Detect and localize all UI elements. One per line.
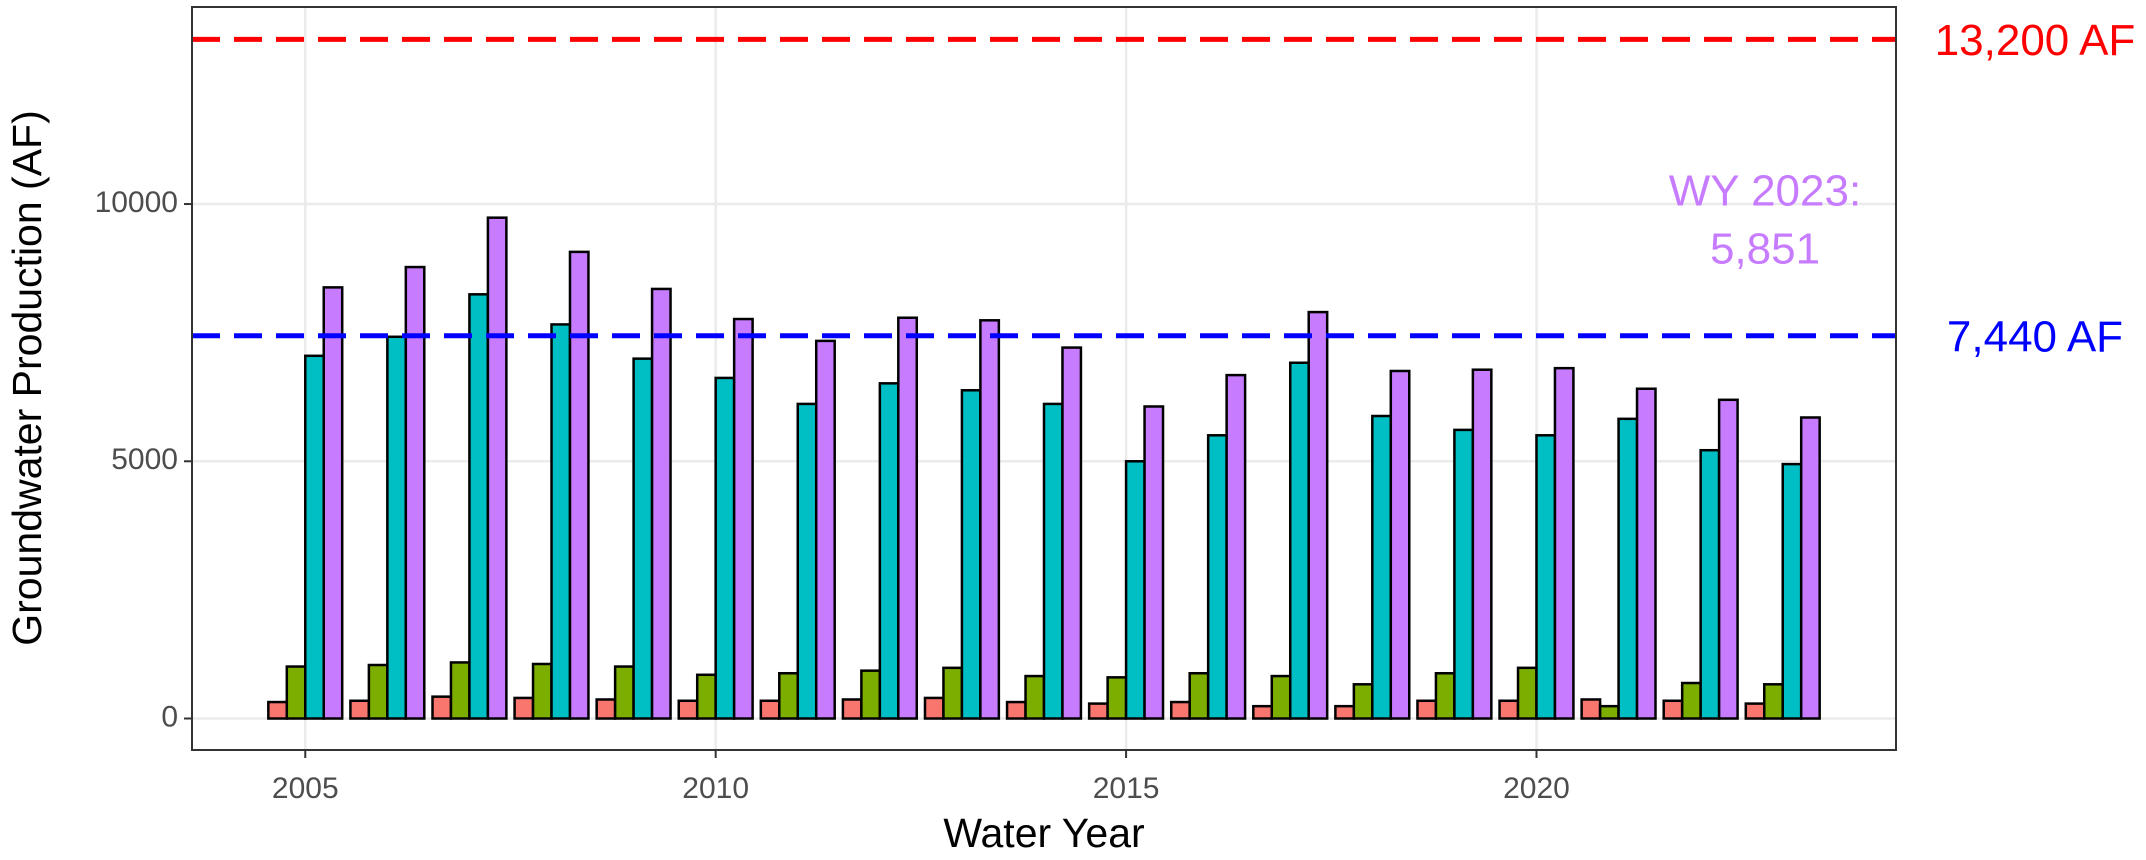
bar: [1416, 699, 1438, 720]
bar: [1434, 671, 1456, 720]
bar: [841, 698, 863, 720]
bar: [568, 250, 590, 720]
bar: [613, 665, 635, 720]
bar: [486, 216, 508, 720]
bar: [322, 286, 344, 720]
bar: [304, 354, 325, 720]
bar: [1307, 310, 1329, 720]
bar: [1124, 460, 1146, 720]
bar: [1662, 699, 1684, 720]
bar: [1252, 704, 1274, 720]
bar: [1498, 699, 1520, 720]
annotation: WY 2023:: [1669, 167, 1861, 216]
bar: [1680, 681, 1702, 720]
bar: [285, 665, 307, 720]
bar: [1781, 462, 1803, 720]
bar: [814, 339, 836, 720]
bar: [550, 323, 572, 720]
y-tick-label: 10000: [95, 186, 178, 219]
bar: [732, 317, 754, 720]
bar: [1106, 676, 1128, 720]
bar: [650, 287, 672, 720]
x-tick-label: 2010: [682, 772, 749, 805]
bar: [1334, 704, 1356, 720]
bar: [979, 319, 1001, 720]
bar: [449, 661, 471, 720]
bar: [1352, 683, 1374, 720]
bar: [1553, 366, 1575, 720]
bar: [1516, 666, 1538, 720]
bar: [860, 669, 882, 720]
bar: [897, 316, 919, 720]
bar: [1225, 373, 1247, 720]
x-tick-label: 2015: [1093, 772, 1160, 805]
bar: [1799, 416, 1821, 720]
bar: [778, 671, 800, 720]
bar: [1024, 674, 1046, 720]
bar: [1635, 387, 1657, 720]
bar: [677, 699, 699, 720]
bar: [1763, 683, 1784, 720]
bar: [1087, 702, 1109, 720]
bar: [468, 293, 490, 720]
bar: [1288, 361, 1310, 720]
bar: [349, 699, 371, 720]
bar: [1206, 434, 1228, 720]
y-tick-label: 5000: [111, 443, 178, 476]
bar: [632, 357, 654, 720]
bar: [267, 700, 289, 720]
bar: [404, 265, 426, 720]
bar: [1471, 368, 1493, 720]
bar: [1535, 434, 1557, 720]
bar: [1453, 428, 1475, 720]
bar: [1717, 398, 1739, 720]
annotation: 5,851: [1710, 225, 1820, 274]
bar: [878, 382, 900, 720]
bar: [367, 663, 389, 720]
reference-label: 13,200 AF: [1935, 16, 2136, 65]
bar: [1744, 702, 1766, 720]
x-tick-label: 2005: [272, 772, 339, 805]
bar: [1371, 414, 1393, 720]
bar: [923, 696, 945, 720]
reference-label: 7,440 AF: [1947, 312, 2123, 361]
bar: [1143, 405, 1165, 720]
y-axis-title: Groundwater Production (AF): [4, 110, 50, 646]
x-tick-label: 2020: [1503, 772, 1570, 805]
bar: [714, 376, 736, 720]
bar: [1169, 700, 1191, 720]
y-tick-label: 0: [161, 700, 178, 733]
bar: [386, 335, 408, 720]
bar: [431, 695, 453, 720]
bar: [1617, 417, 1639, 720]
bar: [531, 662, 553, 720]
bar: [595, 698, 617, 720]
bar: [695, 673, 717, 720]
bar: [796, 402, 818, 720]
bar: [1042, 402, 1064, 720]
bar: [1061, 346, 1083, 720]
bar: [942, 666, 964, 720]
bar: [1699, 448, 1721, 720]
panel-border: [191, 6, 1897, 751]
bar: [1598, 704, 1620, 720]
bar: [1270, 674, 1292, 720]
bar: [1188, 671, 1210, 720]
bar: [759, 699, 781, 720]
bar: [960, 389, 982, 720]
bar: [513, 696, 535, 720]
x-axis-title: Water Year: [943, 810, 1144, 856]
bar: [1005, 700, 1027, 720]
bar: [1580, 698, 1602, 720]
bar: [1389, 369, 1411, 720]
